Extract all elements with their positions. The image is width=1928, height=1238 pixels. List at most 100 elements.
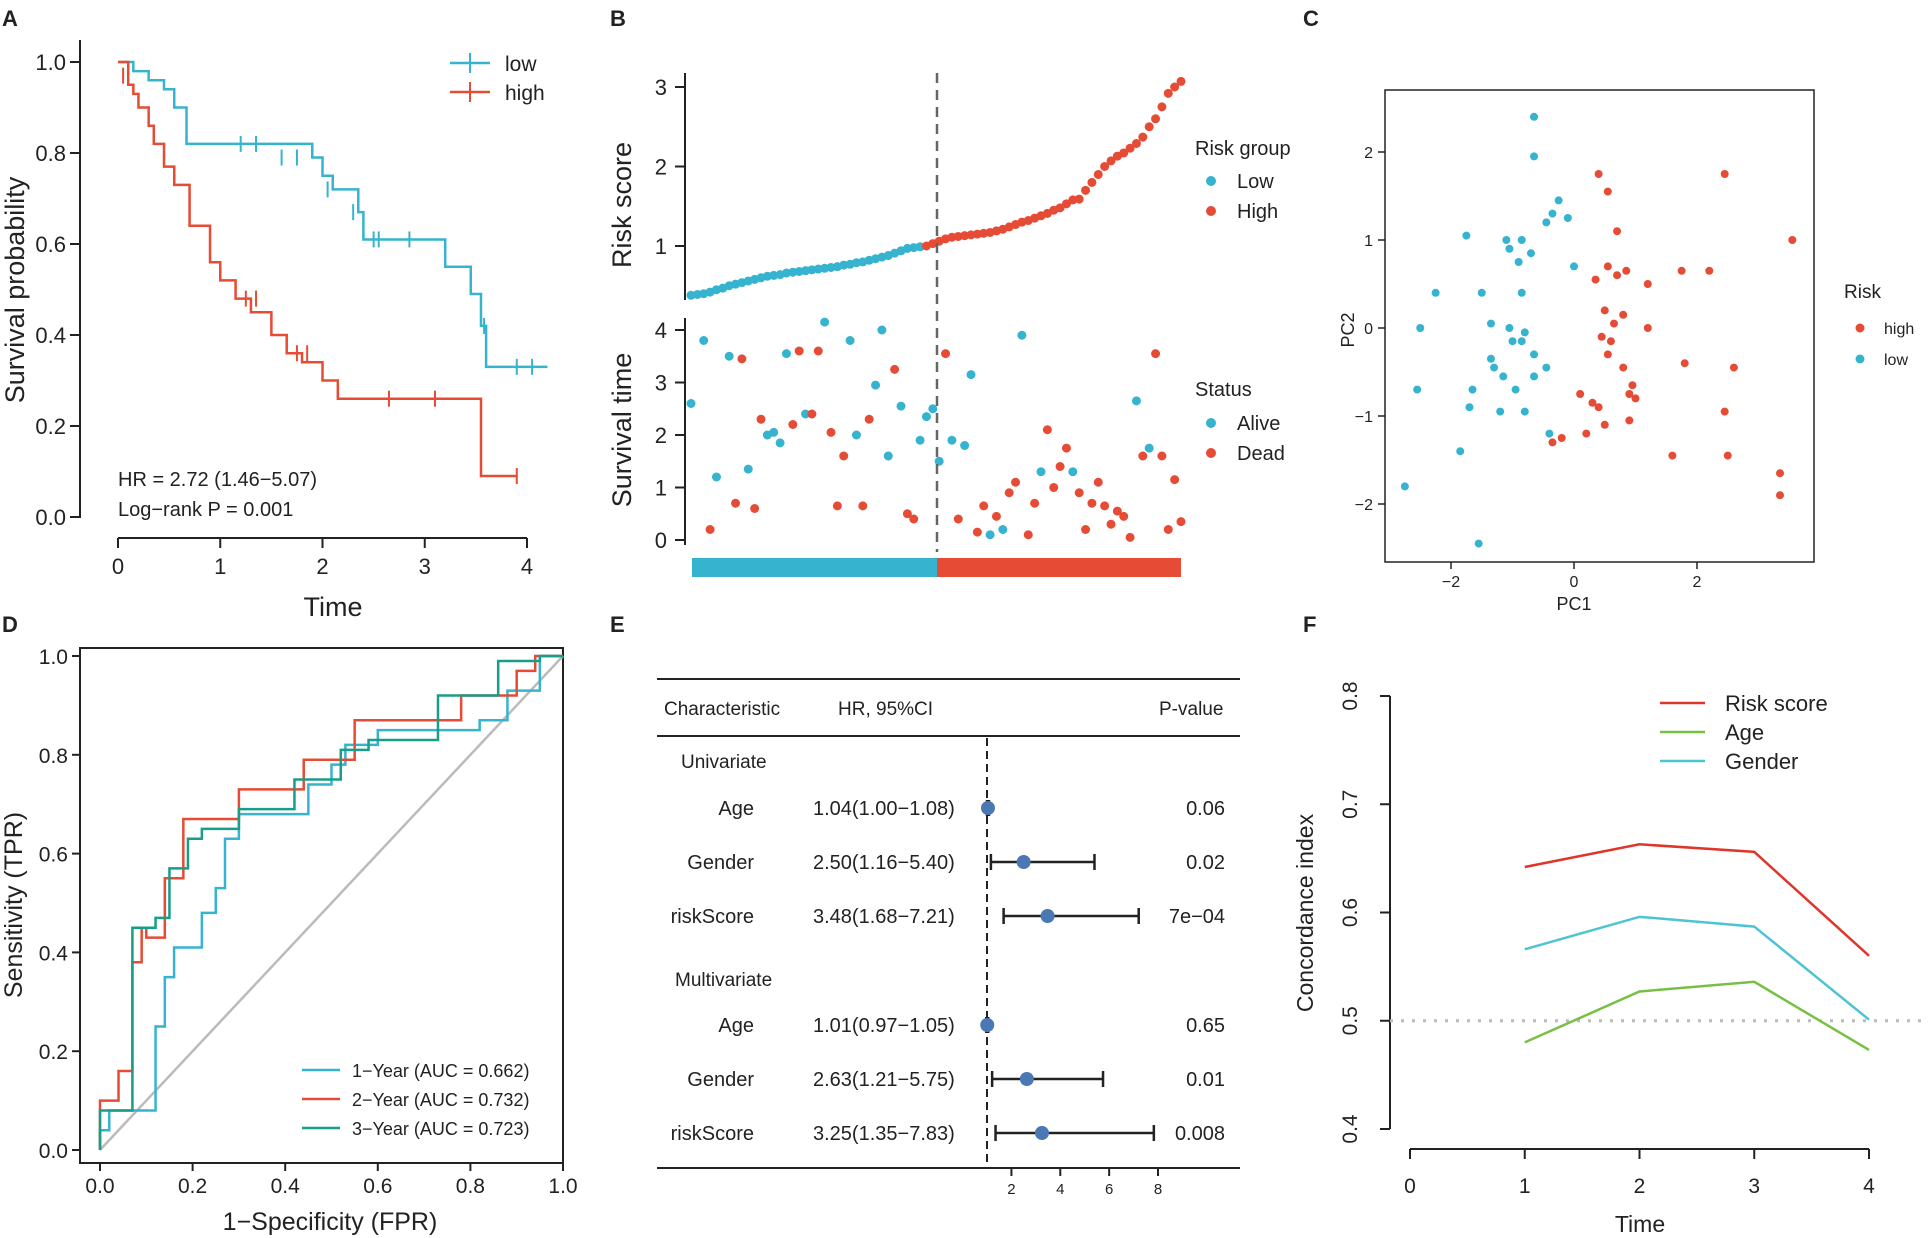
risk-score-point-high — [1119, 148, 1129, 158]
column-header-hr: HR, 95%CI — [838, 699, 933, 720]
pca-point-low — [1413, 385, 1422, 394]
survival-point-alive — [928, 404, 938, 414]
survival-point-dead — [979, 501, 989, 511]
pca-point-low — [1505, 244, 1514, 253]
pca-point-high — [1600, 420, 1609, 429]
pca-point-high — [1603, 187, 1612, 196]
pca-point-low — [1477, 288, 1486, 297]
roc-curve-diagonal — [99, 655, 564, 1151]
panel-letter-e: E — [610, 612, 625, 637]
pca-point-low — [1499, 372, 1508, 381]
legend-dot-risk-1 — [1206, 206, 1216, 216]
risk-score-point-high — [1125, 143, 1135, 153]
panel-letter-c: C — [1303, 6, 1319, 31]
pca-point-low — [1520, 407, 1529, 416]
tick-label-a-y: 0.6 — [35, 232, 66, 257]
tick-label-c-y: 0 — [1364, 321, 1373, 338]
pca-point-low — [1517, 236, 1526, 244]
row-label-gender: Gender — [687, 852, 754, 874]
risk-score-point-high — [1163, 88, 1173, 98]
tick-label-f-x: 0 — [1404, 1175, 1416, 1198]
survival-point-alive — [769, 427, 779, 437]
risk-score-point-high — [1131, 138, 1141, 148]
hr-point — [1016, 855, 1031, 869]
axis-title-d-x: 1−Specificity (FPR) — [223, 1208, 438, 1236]
pca-point-low — [1517, 337, 1526, 346]
tick-label-c-x: 2 — [1693, 574, 1702, 591]
row-hr-text: 2.63(1.21−5.75) — [813, 1069, 955, 1091]
survival-point-alive — [1068, 467, 1078, 477]
pca-point-low — [1563, 214, 1572, 222]
pca-point-high — [1788, 236, 1797, 244]
legend-title-c: Risk — [1844, 282, 1881, 303]
risk-score-point-high — [1176, 76, 1186, 86]
pca-point-low — [1502, 236, 1511, 244]
pca-point-low — [1545, 429, 1554, 438]
pca-point-low — [1456, 447, 1465, 456]
pca-point-low — [1508, 337, 1517, 346]
survival-point-dead — [1030, 498, 1040, 508]
survival-point-dead — [858, 501, 868, 511]
axis-title-f-x: Time — [1615, 1211, 1665, 1237]
survival-point-dead — [941, 349, 951, 359]
survival-point-dead — [953, 514, 963, 524]
survival-point-dead — [1011, 477, 1021, 487]
survival-point-dead — [705, 525, 715, 534]
pca-point-low — [1542, 363, 1551, 372]
row-label-age: Age — [718, 798, 754, 820]
tick-label-a-x: 3 — [419, 554, 431, 579]
pca-point-high — [1729, 363, 1738, 372]
tick-label-e-x: 8 — [1154, 1181, 1162, 1198]
hr-point — [980, 1018, 995, 1032]
tick-label-d-x: 0.8 — [456, 1175, 485, 1198]
pca-point-high — [1628, 381, 1637, 390]
survival-point-dead — [890, 364, 900, 374]
survival-point-alive — [915, 435, 925, 445]
pca-point-low — [1462, 231, 1471, 240]
pca-point-low — [1486, 354, 1495, 363]
tick-label-a-x: 2 — [316, 554, 328, 579]
column-header-characteristic: Characteristic — [664, 699, 780, 720]
survival-point-dead — [1081, 525, 1091, 534]
survival-point-alive — [820, 317, 830, 327]
pca-point-high — [1606, 337, 1615, 346]
pca-point-low — [1530, 112, 1539, 121]
survival-point-dead — [1049, 483, 1059, 492]
survival-point-dead — [839, 451, 849, 461]
survival-point-alive — [781, 349, 791, 359]
survival-point-dead — [1087, 498, 1097, 508]
tick-label-f-y: 0.4 — [1339, 1114, 1362, 1144]
cindex-line-age — [1524, 980, 1870, 1052]
pca-point-high — [1597, 332, 1606, 341]
tick-label-c-y: −2 — [1355, 497, 1373, 514]
legend-label-f-1: Age — [1725, 720, 1764, 745]
tick-label-b-top: 3 — [655, 75, 667, 100]
survival-point-dead — [1112, 506, 1122, 516]
pca-point-high — [1677, 266, 1686, 275]
tick-label-e-x: 4 — [1056, 1181, 1064, 1198]
legend-label-a-high: high — [505, 82, 545, 105]
legend-label-risk-1: High — [1237, 201, 1278, 223]
pca-point-low — [1490, 363, 1499, 372]
survival-point-dead — [794, 346, 804, 356]
survival-point-dead — [909, 514, 919, 524]
survival-point-dead — [1170, 475, 1180, 485]
pca-point-high — [1723, 451, 1732, 460]
survival-point-alive — [921, 412, 931, 422]
risk-score-point-high — [1100, 162, 1110, 171]
survival-point-alive — [801, 409, 811, 419]
pca-point-high — [1609, 319, 1618, 328]
tick-label-d-x: 0.2 — [178, 1175, 207, 1198]
risk-score-point-high — [1144, 122, 1154, 132]
legend-dot-status-1 — [1206, 448, 1216, 458]
survival-point-dead — [1119, 511, 1129, 521]
legend-dot-c-low — [1855, 354, 1865, 364]
pca-point-high — [1594, 170, 1603, 178]
survival-point-dead — [807, 409, 817, 419]
survival-point-alive — [896, 401, 906, 411]
pca-point-high — [1613, 227, 1622, 236]
pca-point-high — [1643, 324, 1652, 332]
pca-point-low — [1474, 539, 1483, 548]
tick-label-d-y: 0.4 — [39, 942, 69, 965]
